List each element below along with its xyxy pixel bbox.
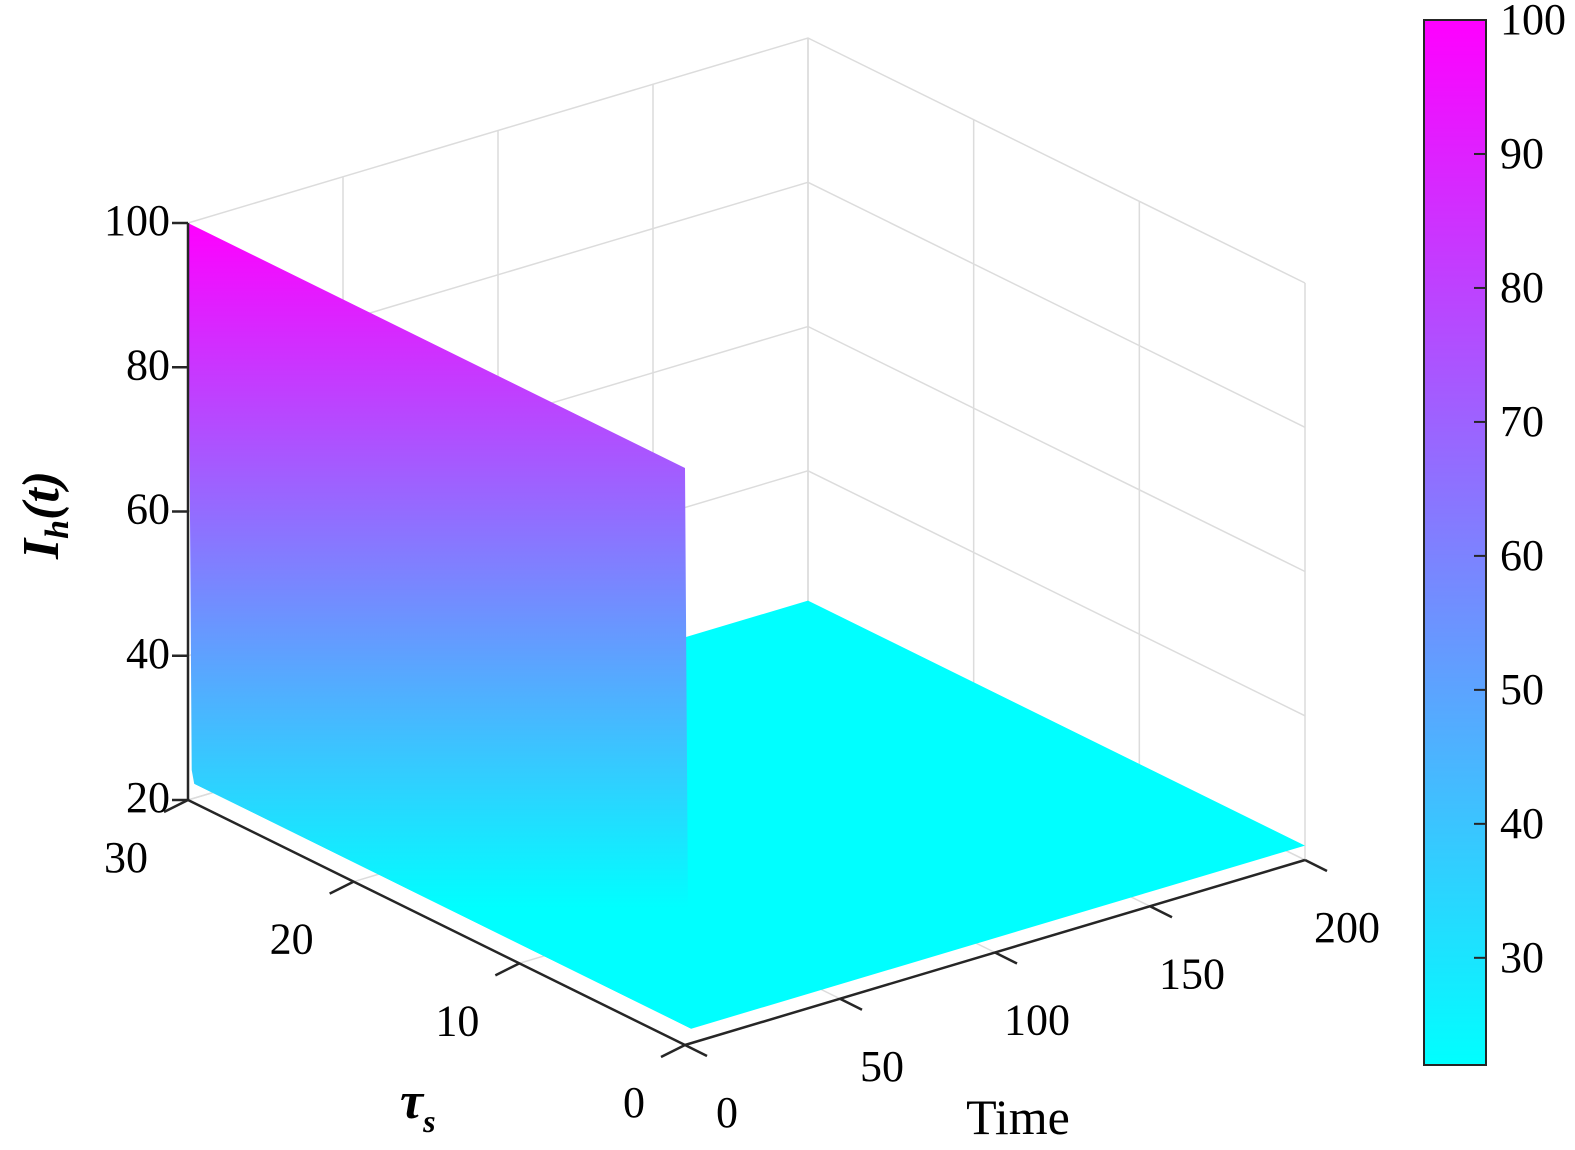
grid-line-z-3 — [187, 181, 1306, 428]
y-axis-tick-label-1: 10 — [435, 996, 479, 1045]
z-axis-label-suffix: (t) — [13, 471, 70, 520]
y-axis-label-sub: s — [422, 1103, 435, 1139]
z-axis-tick-label-4: 100 — [104, 196, 170, 245]
x-axis-label: Time — [966, 1089, 1070, 1145]
x-axis-tick-label-0: 0 — [716, 1088, 738, 1137]
colorbar-fill — [1423, 19, 1487, 1066]
y-axis-tick-label-2: 20 — [270, 915, 314, 964]
z-axis-label: Ih(t) — [13, 471, 76, 560]
x-axis-tick-1 — [839, 997, 863, 1011]
y-axis-line — [187, 798, 686, 1047]
y-axis-label-symbol: τ — [400, 1073, 425, 1130]
surface — [188, 223, 1306, 1029]
x-axis-tick-label-2: 100 — [1004, 996, 1070, 1045]
x-axis-tick-2 — [994, 951, 1018, 965]
colorbar-tick-label-6: 90 — [1500, 129, 1544, 178]
z-axis-label-main: I — [13, 537, 70, 560]
colorbar-tick-label-5: 80 — [1500, 263, 1544, 312]
x-axis-tick-3 — [1149, 905, 1173, 919]
colorbar-tick-label-7: 100 — [1500, 0, 1566, 44]
colorbar-tick-label-4: 70 — [1500, 397, 1544, 446]
colorbar-tick-label-2: 50 — [1500, 665, 1544, 714]
colorbar-tick-label-0: 30 — [1500, 933, 1544, 982]
x-axis-tick-label-3: 150 — [1159, 949, 1225, 998]
colorbar-tick-label-3: 60 — [1500, 531, 1544, 580]
y-axis-tick-label-0: 0 — [623, 1078, 645, 1127]
z-axis-label-sub: h — [39, 520, 76, 539]
x-axis-tick-4 — [1304, 858, 1328, 873]
grid-line-z-4 — [187, 37, 1306, 284]
y-axis-tick-0 — [660, 1043, 686, 1059]
y-axis-tick-label-3: 30 — [104, 833, 148, 882]
colorbar-ticks: 30 40 50 60 70 80 90 100 — [1474, 0, 1566, 982]
x-axis-tick-0 — [684, 1043, 708, 1058]
y-axis-tick-2 — [329, 880, 355, 895]
x-axis-tick-label-4: 200 — [1314, 903, 1380, 952]
z-axis-tick-label-0: 20 — [126, 773, 170, 822]
z-axis-tick-label-2: 60 — [126, 485, 170, 534]
z-axis-tick-label-3: 80 — [126, 340, 170, 389]
y-axis-tick-1 — [494, 962, 520, 977]
x-axis-tick-label-1: 50 — [860, 1042, 904, 1091]
y-axis-tick-3 — [163, 798, 189, 814]
surface-wall — [188, 223, 692, 1029]
y-axis-label: τs — [400, 1073, 436, 1139]
axes: 0 50 100 150 200 0 10 20 30 20 40 60 80 100 — [104, 196, 1380, 1137]
colorbar: 30 40 50 60 70 80 90 100 — [1423, 0, 1566, 1066]
z-axis-tick-label-1: 40 — [126, 629, 170, 678]
colorbar-tick-label-1: 40 — [1500, 799, 1544, 848]
